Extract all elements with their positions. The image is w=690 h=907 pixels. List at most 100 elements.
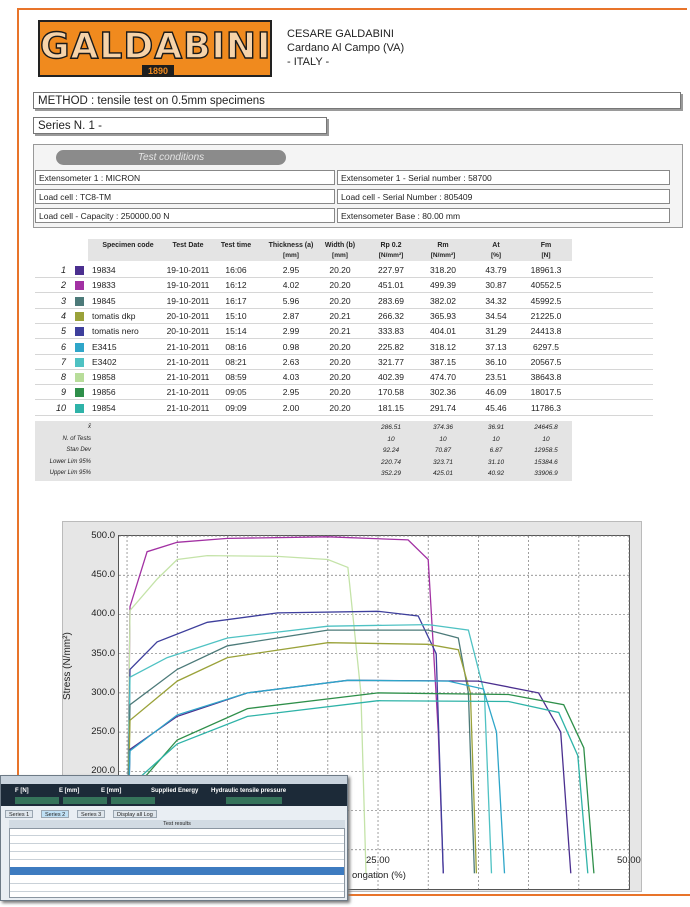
stat-fm: 33906.9	[534, 470, 558, 477]
specimen-color-swatch	[75, 342, 84, 352]
specimen-color-swatch	[75, 403, 84, 413]
cell-fm: 40552.5	[530, 280, 562, 291]
cell-fm: 21225.0	[530, 310, 562, 321]
row-index: 5	[60, 326, 66, 337]
cell-width: 20.20	[329, 341, 351, 352]
company-address: CESARE GALDABINI Cardano Al Campo (VA) -…	[287, 27, 404, 69]
cell-code: tomatis nero	[92, 326, 139, 337]
cell-rm: 387.15	[430, 356, 456, 367]
cell-fm: 38643.8	[530, 372, 562, 383]
inset-grid-row	[10, 885, 344, 892]
inset-readout-3	[111, 797, 155, 804]
column-unit: [N/mm²]	[430, 252, 456, 259]
cell-thick: 2.95	[282, 265, 300, 275]
x-axis-label: ongation (%)	[352, 870, 406, 881]
x-tick-label: 50.00	[617, 855, 641, 866]
cell-thick: 2.63	[282, 356, 300, 367]
cell-fm: 20567.5	[530, 356, 562, 367]
column-header: Rm	[437, 242, 449, 249]
cell-thick: 2.99	[282, 326, 300, 337]
cell-time: 09:05	[225, 387, 247, 398]
cell-width: 20.20	[329, 387, 351, 398]
cell-rp: 170.58	[378, 387, 404, 398]
stat-label: x̄	[88, 424, 91, 430]
stat-rm: 374.36	[433, 424, 453, 431]
cell-width: 20.20	[329, 280, 351, 291]
inset-tab-display-all[interactable]: Display all Log	[113, 810, 157, 818]
column-header: Fm	[540, 242, 552, 249]
cell-at: 36.10	[485, 356, 507, 367]
inset-tab-series-3[interactable]: Series 3	[77, 810, 106, 818]
stat-label: N. of Tests	[62, 435, 91, 442]
inset-tab-series-1[interactable]: Series 1	[5, 810, 34, 818]
cell-rp: 181.15	[378, 402, 404, 413]
column-unit: [mm]	[283, 252, 299, 259]
inset-selected-row[interactable]	[10, 867, 344, 875]
load-cell-capacity-cell: Load cell - Capacity : 250000.00 N	[35, 208, 335, 223]
cell-width: 20.20	[329, 295, 351, 306]
cell-fm: 24413.8	[530, 326, 562, 337]
cell-time: 15:10	[225, 310, 247, 321]
cell-rp: 225.82	[378, 341, 404, 352]
inset-results-grid	[9, 828, 345, 898]
table-row-line	[35, 399, 653, 401]
column-header: Test time	[220, 242, 252, 249]
cell-date: 21-10-2011	[166, 356, 210, 367]
inset-grid-row	[10, 845, 344, 852]
cell-code: 19845	[92, 295, 116, 306]
cell-date: 19-10-2011	[166, 295, 210, 306]
logo-text: GALDABINI	[39, 25, 272, 67]
test-conditions-title: Test conditions	[56, 150, 286, 165]
cell-date: 20-10-2011	[166, 310, 210, 321]
cell-at: 31.29	[485, 326, 507, 337]
cell-at: 34.32	[485, 295, 507, 306]
cell-time: 09:09	[225, 402, 247, 413]
method-field: METHOD : tensile test on 0.5mm specimens	[33, 92, 681, 109]
series-curve	[126, 642, 478, 874]
cell-fm: 18017.5	[530, 387, 562, 398]
cell-date: 19-10-2011	[166, 280, 210, 291]
inset-field-ext2: E [mm]	[101, 788, 122, 794]
stat-fm: 12958.5	[534, 447, 558, 454]
y-tick-label: 400.0	[91, 608, 115, 620]
inset-titlebar	[1, 776, 347, 784]
cell-time: 08:16	[225, 341, 247, 352]
stat-rm: 10	[439, 435, 447, 443]
stat-at: 31.10	[487, 458, 505, 466]
cell-rm: 318.12	[430, 341, 456, 352]
inset-tab-series-2[interactable]: Series 2	[41, 810, 70, 818]
cell-at: 46.09	[485, 387, 507, 398]
table-header-band	[88, 239, 572, 261]
row-index: 6	[60, 341, 66, 352]
stat-label: Upper Lim 95%	[49, 470, 91, 476]
column-unit: [%]	[490, 252, 502, 259]
table-row-line	[35, 384, 653, 386]
cell-code: 19854	[92, 402, 116, 413]
cell-rm: 302.36	[430, 387, 456, 398]
frame-bottom-line	[345, 894, 690, 896]
column-unit: [N/mm²]	[378, 252, 404, 259]
cell-at: 23.51	[485, 372, 507, 383]
cell-thick: 2.95	[282, 387, 300, 398]
series-curve	[126, 610, 444, 874]
table-row-line	[35, 322, 653, 324]
cell-rp: 266.32	[378, 310, 404, 321]
cell-code: 19834	[92, 265, 116, 275]
column-header: Width (b)	[324, 242, 356, 249]
y-tick-label: 350.0	[91, 647, 115, 659]
specimen-color-swatch	[75, 281, 84, 291]
y-axis-label: Stress (N/mm²)	[62, 632, 73, 700]
cell-code: 19856	[92, 387, 116, 398]
y-tick-label: 300.0	[91, 686, 115, 698]
inset-grid-row	[10, 837, 344, 844]
document-frame	[17, 8, 687, 896]
cell-time: 16:17	[225, 295, 247, 306]
stat-label: Lower Lim 95%	[49, 458, 91, 465]
cell-thick: 2.00	[282, 402, 300, 413]
column-header: Test Date	[172, 242, 204, 249]
row-index: 3	[60, 295, 66, 306]
cell-date: 21-10-2011	[166, 341, 210, 352]
cell-rm: 499.39	[430, 280, 456, 291]
y-tick-label: 500.0	[91, 530, 115, 541]
y-tick-label: 200.0	[91, 765, 115, 777]
